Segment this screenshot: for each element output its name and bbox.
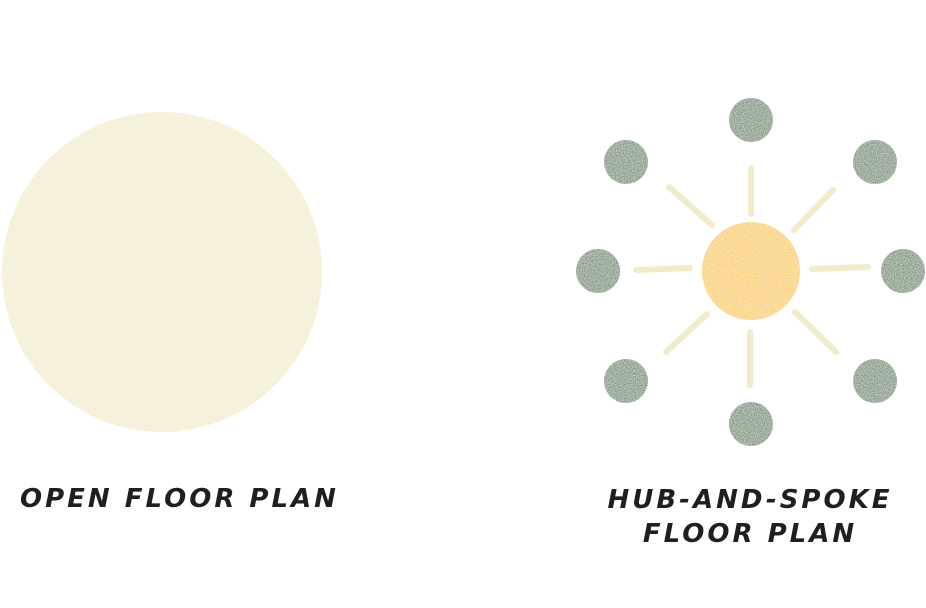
- spoke-top-left: [666, 184, 715, 228]
- open-floor-plan-caption: OPEN FLOOR PLAN: [20, 482, 339, 516]
- spoke-top-right: [791, 187, 836, 233]
- spoke-bottom-right: [792, 309, 839, 355]
- satellite-bottom-left: [604, 359, 648, 403]
- satellite-top-right: [853, 140, 897, 184]
- satellite-rooms: [576, 98, 925, 446]
- spoke-left: [633, 265, 693, 273]
- spokes: [633, 165, 871, 388]
- spoke-bottom-left: [663, 311, 710, 355]
- spoke-right: [809, 264, 871, 272]
- hub-circle: [702, 222, 800, 320]
- open-floor-plan-label: OPEN FLOOR PLAN: [20, 484, 339, 514]
- satellite-right: [881, 249, 925, 293]
- open-floor-plan-figure: [2, 112, 322, 432]
- hub-and-spoke-label-line1: HUB-AND-SPOKE: [607, 485, 893, 515]
- satellite-bottom: [729, 402, 773, 446]
- satellite-top-left: [604, 140, 648, 184]
- satellite-left: [576, 249, 620, 293]
- hub-and-spoke-figure: [576, 98, 925, 446]
- satellite-bottom-right: [853, 359, 897, 403]
- hub-and-spoke-label-line2: FLOOR PLAN: [642, 519, 858, 549]
- satellite-top: [729, 98, 773, 142]
- hub-and-spoke-caption: HUB-AND-SPOKE FLOOR PLAN: [600, 483, 900, 551]
- open-space-circle: [2, 112, 322, 432]
